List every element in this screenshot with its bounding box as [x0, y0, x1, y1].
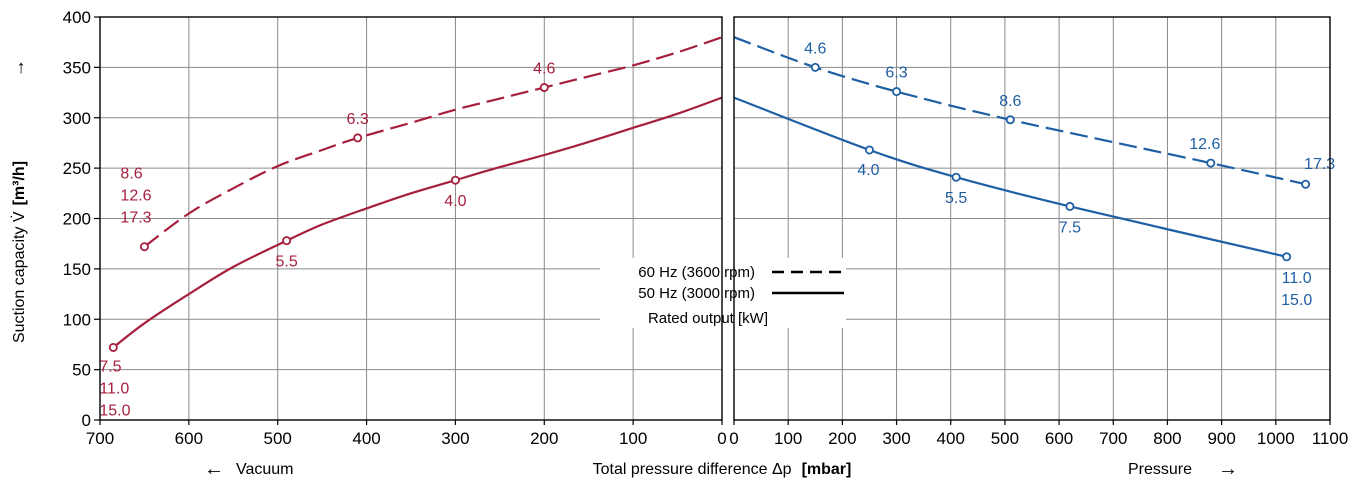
grid-lines [94, 16, 1331, 425]
y-axis-arrow-icon: → [8, 59, 28, 77]
x-tick-label-vacuum: 200 [530, 429, 558, 448]
pressure-data-point [1282, 252, 1292, 262]
pressure-series-line-60hz [733, 36, 1306, 186]
x-tick-label-pressure: 1100 [1312, 429, 1349, 448]
x-axis-unit: [mbar] [802, 461, 852, 478]
pressure-rated-output-label: 12.6 [1189, 136, 1220, 153]
pressure-data-point [892, 87, 902, 97]
vacuum-direction-label: Vacuum [236, 461, 294, 478]
vacuum-rated-output-label: 4.0 [444, 193, 466, 210]
legend-label-60hz: 60 Hz (3600 rpm) [638, 264, 755, 281]
pressure-rated-output-label: 8.6 [999, 93, 1021, 110]
vacuum-arrow-icon: ← [204, 458, 224, 480]
x-tick-label-pressure: 400 [937, 429, 965, 448]
vacuum-series-line-50hz [112, 96, 723, 349]
y-tick-label: 100 [63, 310, 91, 329]
y-tick-label: 50 [72, 361, 91, 380]
pressure-data-point [1301, 179, 1311, 189]
pressure-panel-frame [733, 16, 1331, 421]
pressure-rated-output-label: 17.3 [1304, 156, 1335, 173]
x-axis-label-text: Total pressure difference Δp [593, 461, 792, 478]
vacuum-rated-output-label: 17.3 [120, 210, 151, 227]
x-tick-label-vacuum: 100 [619, 429, 647, 448]
series-markers [108, 62, 1311, 352]
pressure-data-point [1206, 158, 1216, 168]
y-axis-label: Suction capacity V̇ [m³/h] [10, 161, 28, 343]
vacuum-rated-output-label: 5.5 [275, 254, 297, 271]
x-tick-label-pressure: 600 [1045, 429, 1073, 448]
plot-frame [99, 16, 1331, 421]
pressure-data-point [810, 62, 820, 72]
x-tick-labels: 700 600 500 400 300 200 100 0 0 100 200 300 400 500 60… [86, 429, 1348, 448]
vacuum-data-point [108, 342, 118, 352]
pressure-data-point [864, 145, 874, 155]
vacuum-series-line-60hz [143, 36, 723, 248]
vacuum-rated-output-label: 15.0 [99, 402, 130, 419]
x-tick-label-vacuum: 400 [352, 429, 380, 448]
vacuum-data-point [353, 133, 363, 143]
y-tick-label: 0 [82, 411, 91, 430]
legend: 60 Hz (3600 rpm) 50 Hz (3000 rpm) Rated … [600, 258, 846, 328]
pressure-rated-output-label: 15.0 [1281, 292, 1312, 309]
pressure-data-point [1005, 115, 1015, 125]
y-tick-label: 300 [63, 109, 91, 128]
vacuum-data-point [282, 236, 292, 246]
y-tick-labels: 0 50 100 150 200 250 300 350 400 [63, 8, 91, 430]
pressure-rated-output-label: 6.3 [885, 65, 907, 82]
x-tick-label-pressure: 300 [882, 429, 910, 448]
y-axis-label-text: Suction capacity V̇ [10, 211, 28, 343]
x-tick-label-vacuum: 0 [717, 429, 726, 448]
pressure-rated-output-label: 4.6 [804, 40, 826, 57]
x-tick-label-pressure: 900 [1207, 429, 1235, 448]
x-tick-label-pressure: 500 [991, 429, 1019, 448]
pressure-rated-output-label: 5.5 [945, 190, 967, 207]
x-tick-label-pressure: 200 [828, 429, 856, 448]
legend-rated-output-label: Rated output [kW] [648, 310, 768, 327]
vacuum-rated-output-label: 8.6 [120, 166, 142, 183]
x-tick-label-pressure: 1000 [1257, 429, 1295, 448]
x-tick-label-pressure: 0 [729, 429, 738, 448]
pressure-data-point [1065, 201, 1075, 211]
pressure-arrow-icon: → [1218, 458, 1238, 480]
vacuum-rated-output-label: 11.0 [99, 380, 129, 397]
x-tick-label-vacuum: 600 [175, 429, 203, 448]
y-tick-label: 200 [63, 210, 91, 229]
x-axis-label: Total pressure difference Δp [mbar] [593, 461, 852, 478]
rated-output-labels: 8.6 12.6 17.3 6.3 4.6 7.5 11.0 15.0 5.5 4.0 4.6 6.3… [99, 40, 1335, 419]
x-tick-label-pressure: 700 [1099, 429, 1127, 448]
vacuum-rated-output-label: 6.3 [347, 111, 369, 128]
y-tick-label: 400 [63, 8, 91, 27]
pressure-rated-output-label: 11.0 [1282, 270, 1312, 287]
x-tick-label-vacuum: 700 [86, 429, 114, 448]
vacuum-data-point [450, 175, 460, 185]
x-tick-label-vacuum: 500 [264, 429, 292, 448]
y-tick-label: 250 [63, 159, 91, 178]
x-tick-label-pressure: 800 [1153, 429, 1181, 448]
legend-label-50hz: 50 Hz (3000 rpm) [638, 285, 755, 302]
pressure-series-line-50hz [733, 96, 1287, 258]
pressure-direction-label: Pressure [1128, 461, 1192, 478]
pressure-rated-output-label: 7.5 [1059, 219, 1081, 236]
x-tick-label-vacuum: 300 [441, 429, 469, 448]
x-tick-label-pressure: 100 [774, 429, 802, 448]
vacuum-panel-frame [99, 16, 723, 421]
vacuum-rated-output-label: 4.6 [533, 61, 555, 78]
vacuum-rated-output-label: 12.6 [120, 188, 151, 205]
vacuum-rated-output-label: 7.5 [99, 358, 121, 375]
pressure-rated-output-label: 4.0 [857, 162, 879, 179]
pressure-data-point [951, 172, 961, 182]
y-axis-unit: [m³/h] [11, 161, 28, 205]
vacuum-data-point [139, 242, 149, 252]
y-tick-label: 150 [63, 260, 91, 279]
y-tick-label: 350 [63, 58, 91, 77]
vacuum-data-point [539, 83, 549, 93]
